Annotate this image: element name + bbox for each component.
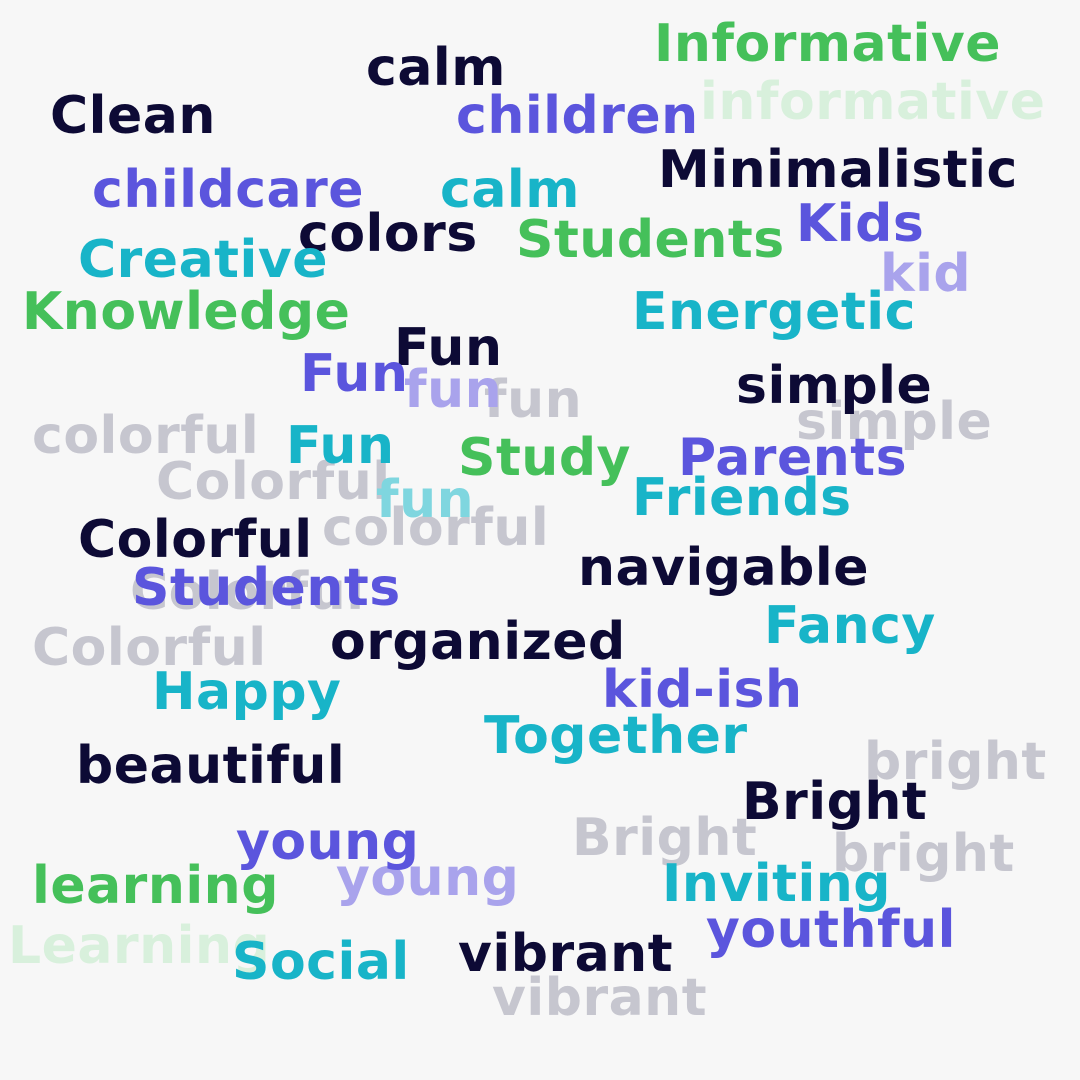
word-navigable: navigable [578, 538, 869, 598]
word-kid: kid [880, 244, 972, 304]
word-simple-navy: simple [736, 356, 933, 416]
word-kids: Kids [796, 194, 925, 254]
word-minimalistic: Minimalistic [658, 140, 1018, 200]
word-colorful-navy: Colorful [78, 510, 313, 570]
word-clean: Clean [50, 86, 216, 146]
word-colorful-faint-4: colorful [322, 498, 550, 558]
word-beautiful: beautiful [76, 736, 346, 796]
word-knowledge: Knowledge [22, 282, 351, 342]
word-bright-faint-1: bright [864, 732, 1047, 792]
word-calm-teal: calm [440, 160, 580, 220]
word-fun-faint: fun [484, 370, 583, 430]
word-children: children [456, 86, 699, 146]
word-happy: Happy [152, 662, 342, 722]
word-vibrant-faint: vibrant [492, 968, 708, 1028]
word-simple-faint: simple [796, 392, 993, 452]
word-colorful-faint-1: Colorful [156, 452, 391, 512]
word-inviting: Inviting [662, 854, 892, 914]
word-parents: Parents [678, 428, 908, 488]
word-colors: colors [298, 204, 478, 264]
word-fun-lavender: fun [404, 360, 503, 420]
word-fancy: Fancy [764, 596, 936, 656]
word-colorful-faint-2: Colorful [130, 562, 365, 622]
word-young-lavender: young [336, 848, 520, 908]
word-youthful: youthful [706, 900, 956, 960]
word-childcare: childcare [92, 160, 365, 220]
word-learning-green: learning [32, 856, 279, 916]
word-fun-teal: Fun [286, 416, 395, 476]
word-fun-purple: Fun [300, 344, 409, 404]
word-informative: Informative [654, 14, 1001, 74]
word-fun-navy: Fun [394, 318, 503, 378]
word-creative: Creative [78, 230, 329, 290]
word-energetic: Energetic [632, 282, 916, 342]
word-students-green: Students [516, 210, 785, 270]
word-informative-faint: informative [700, 72, 1046, 132]
word-friends: Friends [632, 468, 852, 528]
word-bright-faint-2: Bright [572, 808, 758, 868]
word-calm-navy: calm [366, 38, 506, 98]
word-together: Together [484, 706, 748, 766]
word-vibrant-navy: vibrant [458, 924, 674, 984]
word-young-purple: young [236, 812, 420, 872]
word-colorful-faint-3: colorful [32, 406, 260, 466]
word-colorful-faint-5: Colorful [32, 618, 267, 678]
word-study: Study [458, 428, 631, 488]
word-bright-navy: Bright [742, 772, 928, 832]
word-students-purple: Students [132, 558, 401, 618]
word-fun-light-teal: fun [376, 470, 475, 530]
word-social: Social [232, 932, 410, 992]
word-bright-faint-3: bright [832, 824, 1015, 884]
word-organized: organized [330, 612, 626, 672]
word-kid-ish: kid-ish [602, 660, 803, 720]
word-learning-faint: Learning [8, 916, 271, 976]
